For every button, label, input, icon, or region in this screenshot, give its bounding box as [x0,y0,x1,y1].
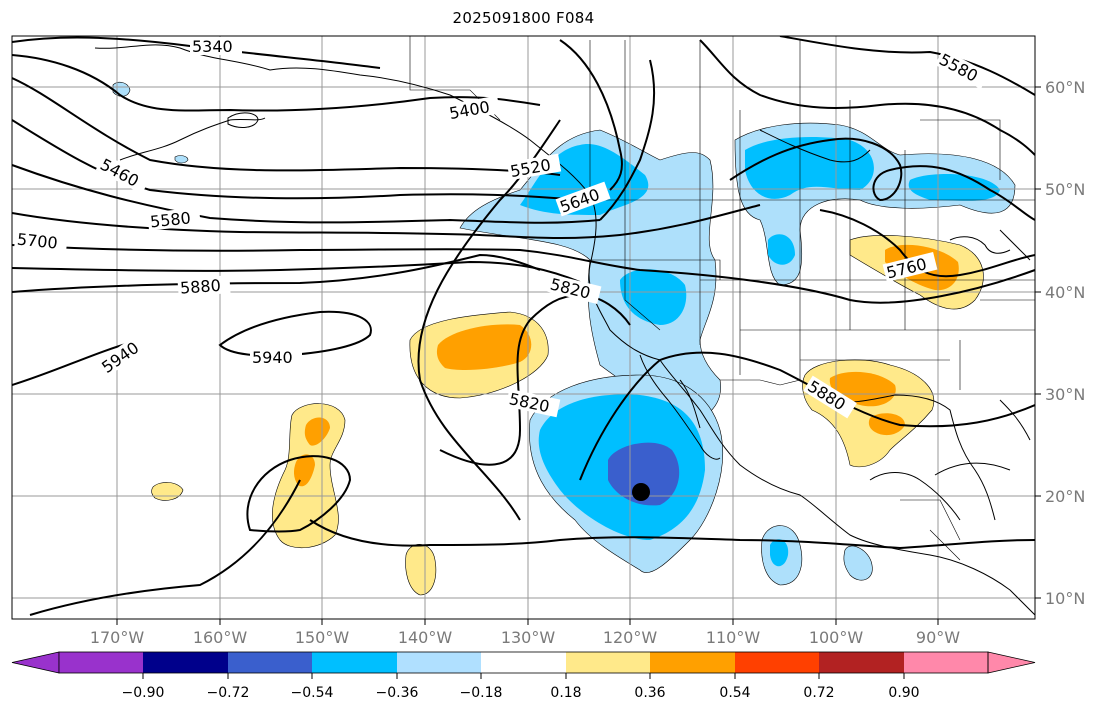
lon-label: 170°W [90,628,145,647]
colorbar-segment [397,652,481,673]
colorbar-segment [59,652,143,673]
anomaly-negative-mid [745,137,874,199]
anomaly-positive-mid [436,324,532,370]
colorbar-segment [650,652,735,673]
lat-label: 30°N [1045,385,1085,404]
colorbar-segment [819,652,904,673]
colorbar-tick-label: −0.90 [122,685,165,701]
colorbar-segments [11,651,1036,674]
contour-label: 5880 [179,276,221,298]
colorbar-frame [58,651,989,674]
colorbar-segment [143,652,228,673]
colorbar-segment [481,652,566,673]
colorbar-segment [312,652,397,673]
height-contours [12,36,1035,616]
longitude-labels: 170°W 160°W 150°W 140°W 130°W 120°W 110°… [90,628,960,647]
contour-label: 5940 [252,348,293,367]
contour-labels: 5340 5460 5580 5700 5880 5940 5940 5820 … [14,37,990,419]
anomaly-negative-mid [908,174,1000,201]
colorbar-ticks [142,673,905,679]
lat-label: 40°N [1045,283,1085,302]
lon-label: 150°W [295,628,350,647]
colorbar-tick-label: −0.36 [376,685,419,701]
lat-label: 60°N [1045,78,1085,97]
anomaly-negative-light [174,155,189,164]
latitude-labels: 60°N 50°N 40°N 30°N 20°N 10°N [1045,78,1085,608]
anomaly-positive-light [405,544,437,596]
lon-label: 100°W [809,628,864,647]
colorbar-tick-label: 0.90 [888,685,919,701]
colorbar-tick-labels: −0.90 −0.72 −0.54 −0.36 −0.18 0.18 0.36 … [122,685,920,701]
colorbar-tick-label: −0.18 [460,685,503,701]
lon-label: 120°W [603,628,658,647]
colorbar-tick-label: 0.54 [719,685,750,701]
colorbar-segment [904,652,988,673]
colorbar-segment [566,652,650,673]
graticule [12,36,1035,619]
colorbar-tick-label: −0.54 [291,685,334,701]
contour-label: 5580 [149,208,191,231]
anomaly-negative-mid [768,234,795,265]
contour-label: 5700 [16,230,58,253]
anomaly-positive-mid [304,417,330,446]
page-title: 2025091800 F084 [452,9,595,27]
storm-center-dot [632,483,650,501]
colorbar-extend-max [987,651,1036,674]
lon-label: 130°W [501,628,556,647]
anomaly-negative-mid [770,539,789,567]
anomaly-negative-light [843,545,873,581]
colorbar-segment [228,652,312,673]
anomaly-negative-mid [620,269,687,325]
lat-label: 50°N [1045,180,1085,199]
colorbar-extend-min [11,651,60,674]
colorbar-segment [735,652,819,673]
lon-label: 110°W [706,628,761,647]
contour-label: 5340 [192,37,233,56]
lon-label: 90°W [916,628,960,647]
axis-ticks [116,86,1041,625]
anomaly-negative-strong [608,442,680,506]
anomaly-positive-mid [293,454,315,487]
map-frame [11,35,1036,620]
colorbar-tick-label: 0.72 [803,685,834,701]
colorbar-tick-label: −0.72 [207,685,250,701]
anomaly-shading [112,81,1016,596]
colorbar-tick-label: 0.18 [550,685,581,701]
lon-label: 160°W [193,628,248,647]
coastlines [94,44,1035,616]
lat-label: 10°N [1045,589,1085,608]
lon-label: 140°W [398,628,453,647]
lat-label: 20°N [1045,487,1085,506]
colorbar: −0.90 −0.72 −0.54 −0.36 −0.18 0.18 0.36 … [11,651,1036,701]
colorbar-tick-label: 0.36 [634,685,665,701]
